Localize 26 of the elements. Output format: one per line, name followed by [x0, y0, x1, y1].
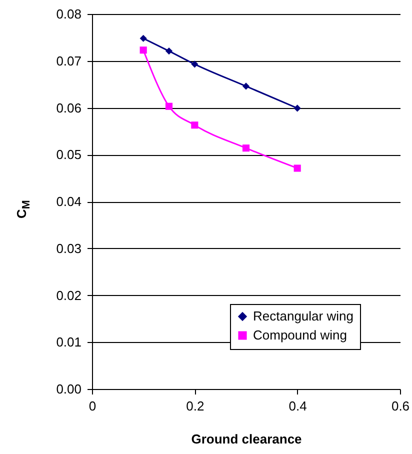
point	[140, 34, 147, 42]
x-tick-label: 0	[88, 398, 96, 414]
x-tick-label: 0.6	[391, 398, 410, 414]
y-tick-label: 0.05	[56, 147, 82, 162]
x-tick-label: 0.2	[186, 398, 204, 414]
x-axis-title: Ground clearance	[191, 432, 302, 446]
point	[140, 46, 147, 54]
y-tick-label: 0.08	[56, 6, 82, 22]
y-tick-label: 0.01	[56, 334, 82, 350]
legend-label: Compound wing	[253, 328, 347, 342]
legend-label: Rectangular wing	[253, 308, 354, 324]
point	[191, 60, 198, 68]
y-tick-label: 0.00	[56, 382, 82, 396]
x-tick-label: 0.4	[288, 398, 307, 414]
point	[294, 164, 301, 172]
y-tick-label: 0.03	[56, 240, 82, 256]
point	[165, 102, 173, 110]
y-tick-label: 0.07	[56, 53, 82, 68]
point	[191, 122, 198, 129]
point	[165, 47, 173, 55]
point	[242, 82, 250, 90]
point	[242, 144, 250, 152]
y-tick-label: 0.06	[56, 100, 82, 116]
point	[294, 104, 301, 112]
y-tick-label: 0.02	[56, 288, 82, 303]
y-tick-label: 0.04	[56, 194, 82, 209]
